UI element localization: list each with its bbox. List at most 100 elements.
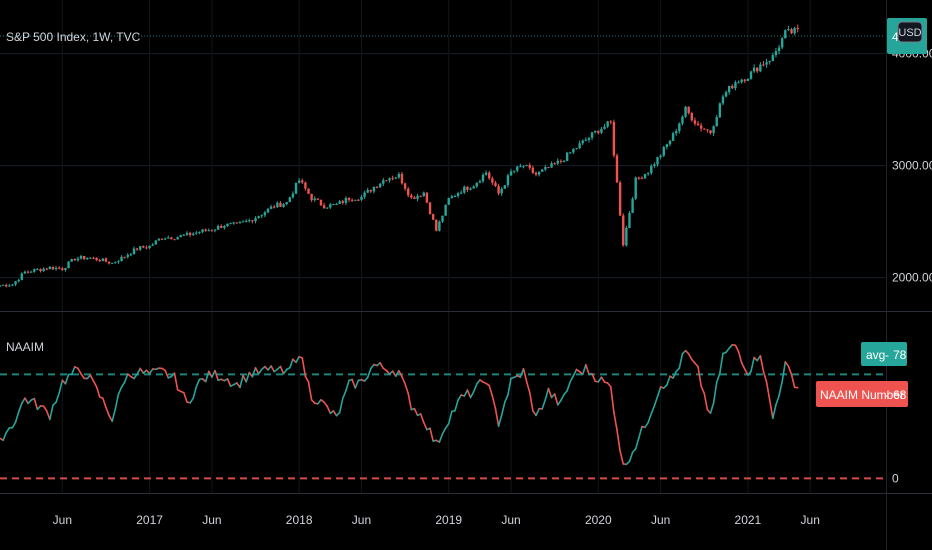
- naaim-segment: [656, 386, 662, 398]
- candle: [553, 162, 556, 165]
- candle: [79, 254, 83, 260]
- candle: [210, 229, 214, 232]
- naaim-segment: [678, 352, 684, 369]
- candle: [248, 218, 251, 223]
- candle: [665, 143, 669, 150]
- candle: [678, 122, 681, 134]
- candle: [163, 237, 167, 241]
- naaim-segment: [638, 425, 643, 439]
- candle: [531, 165, 535, 175]
- candle: [45, 267, 48, 271]
- candle: [565, 152, 569, 162]
- candle: [142, 245, 145, 249]
- currency-button[interactable]: USD: [897, 21, 923, 43]
- candle: [135, 247, 139, 251]
- candle: [350, 198, 354, 203]
- candle: [746, 78, 750, 82]
- naaim-segment: [295, 355, 300, 364]
- candle: [525, 164, 528, 167]
- candle: [435, 219, 438, 232]
- naaim-segment: [556, 399, 562, 406]
- candle: [631, 196, 634, 214]
- candle: [752, 64, 756, 73]
- candle: [241, 220, 245, 223]
- naaim-segment: [709, 402, 715, 414]
- candle: [488, 170, 491, 180]
- candle: [615, 153, 619, 183]
- naaim-segment: [289, 358, 294, 369]
- candle: [559, 159, 563, 164]
- naaim-segment: [14, 411, 20, 423]
- grid: [0, 0, 885, 493]
- naaim-segment: [690, 358, 696, 364]
- candle: [703, 128, 706, 130]
- naaim-segment: [114, 393, 120, 410]
- naaim-segment: [734, 344, 740, 353]
- candle: [715, 114, 718, 127]
- naaim-segment: [317, 398, 322, 405]
- naaim-segment: [438, 433, 444, 443]
- candle: [793, 26, 796, 36]
- candle: [528, 162, 531, 170]
- candle: [756, 67, 759, 73]
- candle: [724, 90, 728, 98]
- candle: [145, 245, 148, 250]
- naaim-segment: [787, 365, 793, 376]
- candle: [319, 199, 323, 206]
- naaim-segment: [11, 421, 17, 429]
- candle: [117, 259, 120, 264]
- naaim-segment: [282, 368, 288, 375]
- candle: [64, 267, 67, 272]
- naaim-segment: [743, 368, 749, 376]
- candle: [413, 195, 416, 200]
- candle: [70, 258, 73, 262]
- candle: [777, 44, 781, 55]
- candle: [260, 214, 263, 219]
- candle: [179, 234, 182, 238]
- candle: [625, 225, 628, 247]
- naaim-segment: [497, 414, 503, 427]
- candle: [354, 199, 357, 201]
- candle: [304, 181, 307, 191]
- candle: [759, 61, 762, 73]
- candle: [466, 186, 469, 193]
- naaim-segment: [33, 397, 39, 411]
- naaim-segment: [762, 370, 768, 383]
- candle: [768, 60, 771, 65]
- naaim-segment: [765, 381, 771, 401]
- candle: [662, 145, 665, 158]
- naaim-segment: [672, 370, 678, 379]
- price-tick-label: 2000.00: [892, 271, 932, 285]
- candle: [646, 172, 650, 176]
- currency-label[interactable]: USD: [898, 27, 921, 39]
- candle: [796, 24, 799, 33]
- candle: [419, 195, 422, 198]
- naaim-segment: [507, 377, 512, 396]
- candle: [238, 220, 242, 224]
- candle: [188, 231, 192, 237]
- candle: [61, 266, 64, 271]
- naaim-segment: [647, 412, 653, 424]
- candle: [693, 117, 697, 126]
- naaim-segment: [547, 387, 553, 399]
- candle: [48, 266, 52, 270]
- candle: [740, 78, 743, 84]
- naaim-segment: [70, 366, 76, 376]
- candle: [201, 228, 204, 234]
- naaim-segment: [634, 437, 640, 450]
- candle: [11, 283, 14, 287]
- naaim-segment: [522, 367, 528, 383]
- candle: [422, 191, 426, 197]
- naaim-segment: [58, 379, 64, 394]
- candle: [500, 186, 503, 196]
- price-tick-label: 3000.00: [892, 159, 932, 173]
- naaim-segment: [525, 380, 531, 394]
- candle: [285, 201, 288, 206]
- candle: [706, 129, 709, 133]
- candle: [519, 163, 522, 168]
- candle: [606, 120, 609, 129]
- candle: [575, 148, 578, 150]
- naaim-segment: [242, 374, 247, 383]
- naaim-segment: [401, 375, 406, 385]
